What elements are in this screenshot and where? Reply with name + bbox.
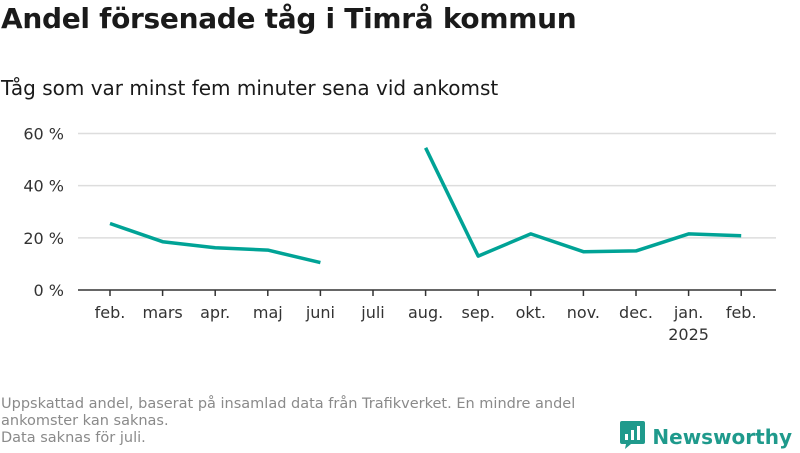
x-tick-label: feb. (95, 303, 126, 322)
brand-logo: Newsworthy (620, 421, 792, 453)
x-tick-label: feb. (726, 303, 757, 322)
x-tick-label: aug. (408, 303, 443, 322)
x-tick-label: jan. (673, 303, 703, 322)
x-tick-label: dec. (619, 303, 653, 322)
x-axis: feb. mars apr. maj juni juli aug. sep. okt. nov. d… (78, 289, 776, 344)
y-tick-label: 60 % (23, 125, 64, 144)
x-tick-label: apr. (200, 303, 230, 322)
y-tick-label: 40 % (23, 177, 64, 196)
x-tick-label: okt. (516, 303, 546, 322)
y-tick-label: 20 % (23, 229, 64, 248)
x-tick-label: maj (253, 303, 283, 322)
footer-note-source: Uppskattad andel, baserat på insamlad da… (1, 396, 576, 429)
x-tick-label: sep. (461, 303, 494, 322)
x-tick-sublabel: 2025 (668, 325, 709, 344)
x-tick-label: nov. (567, 303, 600, 322)
x-tick-label: mars (142, 303, 182, 322)
grid-lines (78, 132, 776, 239)
x-tick-label: juni (305, 303, 335, 322)
x-tick-label: juli (360, 303, 384, 322)
brand-name: Newsworthy (652, 425, 792, 449)
y-axis-ticks: 0 % 20 % 40 % 60 % (23, 125, 64, 301)
chart-title: Andel försenade tåg i Timrå kommun (1, 2, 577, 35)
series-lines (109, 147, 742, 265)
footer-note-missing: Data saknas för juli. (1, 430, 146, 446)
bar-chart-speech-bubble-icon (620, 421, 646, 453)
line-chart: 0 % 20 % 40 % 60 % feb. mars apr. maj juni juli a… (23, 125, 776, 344)
chart-subtitle: Tåg som var minst fem minuter sena vid a… (1, 76, 499, 100)
series-line (109, 221, 321, 265)
series-line (424, 147, 742, 258)
y-tick-label: 0 % (34, 281, 64, 300)
footer-notes: Uppskattad andel, baserat på insamlad da… (1, 396, 631, 447)
